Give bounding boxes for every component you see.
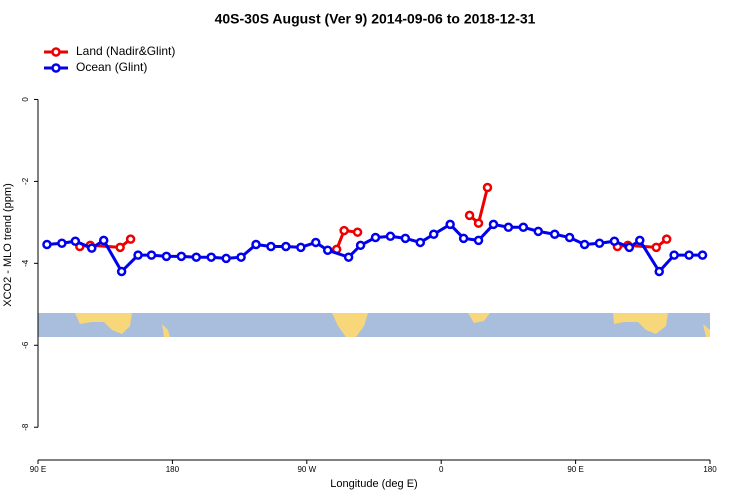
- data-point: [70, 236, 81, 246]
- data-point: [697, 250, 708, 260]
- data-point: [669, 250, 679, 260]
- y-axis-label: XCO2 - MLO trend (ppm): [2, 183, 14, 306]
- series-line: [46, 222, 703, 275]
- data-point: [518, 222, 529, 233]
- y-tick-label: -2: [21, 177, 30, 185]
- data-point: [343, 252, 354, 262]
- x-tick-label: 0: [439, 465, 444, 474]
- data-point: [57, 238, 67, 249]
- x-axis-label: Longitude (deg E): [330, 478, 417, 490]
- map-strip: [38, 313, 710, 337]
- data-point: [428, 229, 439, 240]
- data-point: [370, 232, 381, 243]
- data-point: [339, 225, 349, 236]
- data-point: [266, 241, 276, 252]
- legend-label: Ocean (Glint): [76, 60, 147, 74]
- data-point: [579, 239, 590, 250]
- data-point: [445, 219, 455, 230]
- data-point: [322, 245, 333, 255]
- data-point: [385, 231, 396, 242]
- data-point: [281, 241, 291, 252]
- data-point: [133, 250, 143, 260]
- data-point: [311, 237, 321, 248]
- y-tick-label: -8: [21, 423, 30, 431]
- data-point: [654, 266, 664, 277]
- data-point: [488, 219, 499, 230]
- data-point: [191, 252, 202, 262]
- data-point: [355, 240, 366, 251]
- x-tick-label: 90 E: [30, 465, 46, 474]
- data-point: [87, 243, 97, 253]
- data-point: [464, 210, 475, 221]
- data-point: [533, 226, 544, 237]
- data-point: [236, 252, 246, 262]
- data-point: [624, 242, 635, 253]
- data-point: [473, 235, 484, 246]
- data-point: [146, 250, 157, 260]
- data-point: [635, 235, 645, 246]
- legend-label: Land (Nadir&Glint): [76, 44, 175, 58]
- data-point: [115, 242, 125, 253]
- data-point: [482, 182, 493, 193]
- x-tick-label: 180: [166, 465, 180, 474]
- y-tick-label: 0: [21, 97, 30, 102]
- data-point: [415, 237, 426, 248]
- x-tick-label: 90 W: [297, 465, 316, 474]
- x-tick-label: 90 E: [567, 465, 583, 474]
- data-point: [42, 239, 52, 250]
- data-point: [125, 234, 136, 244]
- y-tick-label: -6: [21, 341, 30, 349]
- data-point: [251, 239, 261, 250]
- data-point: [352, 227, 363, 237]
- data-point: [161, 251, 172, 262]
- x-tick-label: 180: [703, 465, 717, 474]
- data-point: [296, 242, 306, 253]
- data-point: [594, 238, 605, 249]
- data-point: [609, 236, 620, 246]
- y-tick-label: -4: [21, 259, 30, 267]
- data-point: [116, 266, 127, 277]
- data-point: [473, 218, 484, 228]
- data-point: [503, 222, 514, 233]
- chart-title: 40S-30S August (Ver 9) 2014-09-06 to 201…: [215, 11, 536, 27]
- data-point: [458, 233, 469, 244]
- legend-marker: [51, 63, 61, 73]
- data-point: [564, 232, 575, 243]
- data-point: [651, 242, 661, 253]
- data-point: [661, 234, 672, 244]
- data-point: [206, 252, 216, 262]
- data-point: [221, 253, 231, 264]
- legend-marker: [51, 47, 61, 57]
- data-point: [549, 229, 560, 240]
- data-point: [400, 233, 411, 244]
- data-point: [684, 250, 694, 260]
- data-point: [98, 235, 109, 246]
- data-point: [176, 251, 187, 262]
